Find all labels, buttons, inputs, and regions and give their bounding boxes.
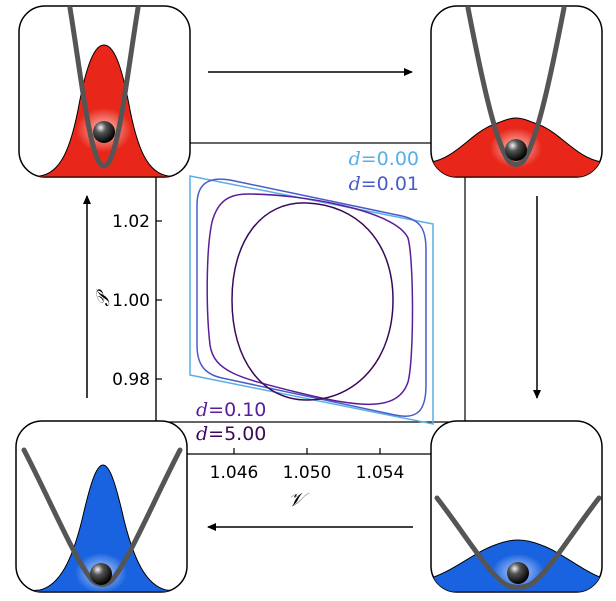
y-tick-label: 1.00 — [112, 291, 150, 311]
legend-d-symbol: d — [349, 173, 361, 195]
legend-d-value: =0.00 — [361, 148, 419, 170]
x-tick-label: 1.054 — [356, 463, 405, 483]
y-tick-label: 0.98 — [112, 370, 150, 390]
panel-top-left — [18, 5, 191, 178]
legend-d-symbol: d — [196, 399, 208, 421]
potential-curve — [434, 495, 602, 590]
legend-d-symbol: d — [196, 423, 208, 445]
legend-entry: d=5.00 — [196, 423, 266, 445]
legend-entry: d=0.10 — [196, 399, 266, 421]
particle-ball — [505, 139, 527, 161]
cycle-d-0-01 — [196, 178, 427, 417]
cycle-d-5-00 — [231, 202, 394, 401]
legend-entry: d=0.00 — [349, 148, 419, 170]
cycle-d-0-00 — [189, 175, 434, 425]
particle-ball — [507, 562, 529, 584]
x-axis-symbol: 𝒱 — [288, 489, 310, 511]
x-tick-label: 1.050 — [283, 463, 332, 483]
plot-axes — [155, 160, 465, 455]
cycle-d-0-10 — [206, 193, 414, 405]
legend-d-value: =5.00 — [208, 423, 266, 445]
potential-curve — [67, 6, 141, 169]
cold-narrow-distribution — [16, 464, 187, 592]
potential-curve — [465, 6, 567, 167]
y-tick-label: 1.02 — [112, 212, 150, 232]
y-axis-symbol: 𝒫 — [93, 288, 114, 306]
particle-ball — [90, 563, 112, 585]
panel-bottom-right — [430, 420, 603, 593]
cycle-curves — [189, 175, 434, 425]
panel-bottom-left — [15, 420, 188, 593]
particle-ball — [93, 121, 115, 143]
legend-d-value: =0.01 — [361, 173, 419, 195]
panel-top-right — [430, 5, 603, 178]
legend-entry: d=0.01 — [349, 173, 419, 195]
x-tick-label: 1.046 — [210, 463, 259, 483]
legend-d-symbol: d — [349, 148, 361, 170]
legend-d-value: =0.10 — [208, 399, 266, 421]
